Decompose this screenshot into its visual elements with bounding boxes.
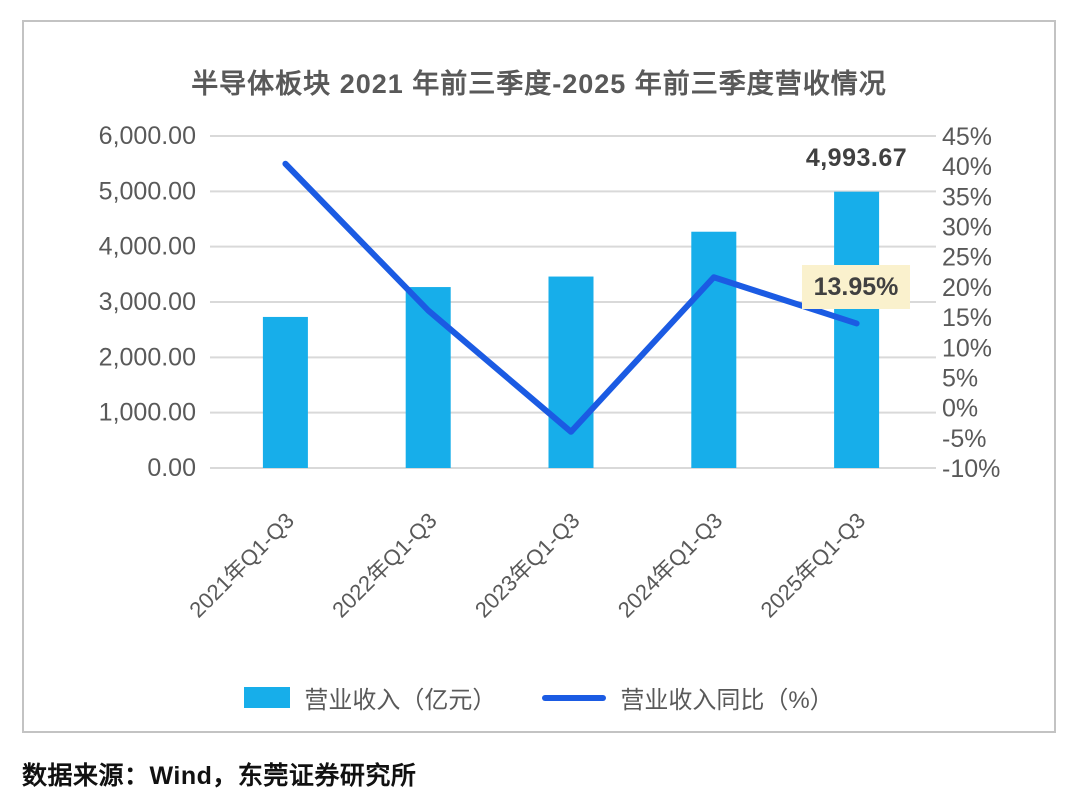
x-axis-category-label: 2024年Q1-Q3 xyxy=(613,508,728,623)
x-axis-category-label: 2023年Q1-Q3 xyxy=(470,508,585,623)
revenue-bar xyxy=(548,276,594,468)
legend-item-revenue: 营业收入（亿元） xyxy=(244,680,496,715)
left-axis-tick-label: 4,000.00 xyxy=(99,233,196,261)
legend-line-swatch-icon xyxy=(542,694,607,701)
right-axis-tick-label: 30% xyxy=(942,214,992,242)
line-value-annotation: 13.95% xyxy=(802,265,910,309)
legend-yoy-label: 营业收入同比（%） xyxy=(620,687,834,714)
revenue-bar xyxy=(262,316,308,468)
yoy-line xyxy=(282,160,860,435)
right-axis-tick-label: 35% xyxy=(942,183,992,211)
revenue-bar xyxy=(691,231,737,468)
x-axis-category-label: 2021年Q1-Q3 xyxy=(184,508,299,623)
chart-plot: 6,000.00 5,000.00 4,000.00 3,000.00 2,000.00… xyxy=(99,122,1001,623)
left-axis-tick-label: 1,000.00 xyxy=(99,399,196,427)
right-axis-tick-label: 45% xyxy=(942,123,992,151)
right-axis-tick-label: 40% xyxy=(942,153,992,181)
revenue-bar xyxy=(834,191,880,468)
right-axis-tick-label: 5% xyxy=(942,364,978,392)
right-axis-tick-label: 10% xyxy=(942,334,992,362)
left-axis-tick-label: 5,000.00 xyxy=(99,177,196,205)
right-axis-tick-label: 25% xyxy=(942,244,992,272)
source-note: 数据来源：Wind，东莞证券研究所 xyxy=(22,762,417,790)
chart-card: 6,000.00 5,000.00 4,000.00 3,000.00 2,000.00… xyxy=(22,20,1056,733)
left-axis-tick-label: 6,000.00 xyxy=(99,122,196,150)
legend-bar-swatch-icon xyxy=(244,687,291,708)
left-axis-tick-label: 2,000.00 xyxy=(99,343,196,371)
chart-title: 半导体板块 2021 年前三季度-2025 年前三季度营收情况 xyxy=(191,69,887,99)
left-axis-tick-label: 3,000.00 xyxy=(99,288,196,316)
legend-revenue-label: 营业收入（亿元） xyxy=(304,687,497,714)
right-axis-tick-label: 15% xyxy=(942,304,992,332)
right-axis-tick-label: -5% xyxy=(942,425,986,453)
x-axis-category-label: 2025年Q1-Q3 xyxy=(756,508,871,623)
revenue-bar xyxy=(405,287,451,468)
left-axis-tick-label: 0.00 xyxy=(147,454,196,482)
x-axis-category-label: 2022年Q1-Q3 xyxy=(327,508,442,623)
legend-item-yoy: 营业收入同比（%） xyxy=(542,680,834,715)
right-axis-tick-label: 20% xyxy=(942,274,992,302)
bar-value-annotation: 4,993.67 xyxy=(805,144,908,172)
right-axis-tick-label: -10% xyxy=(942,455,1000,483)
right-axis-tick-label: 0% xyxy=(942,395,978,423)
chart-legend: 营业收入（亿元） 营业收入同比（%） xyxy=(24,680,1054,715)
